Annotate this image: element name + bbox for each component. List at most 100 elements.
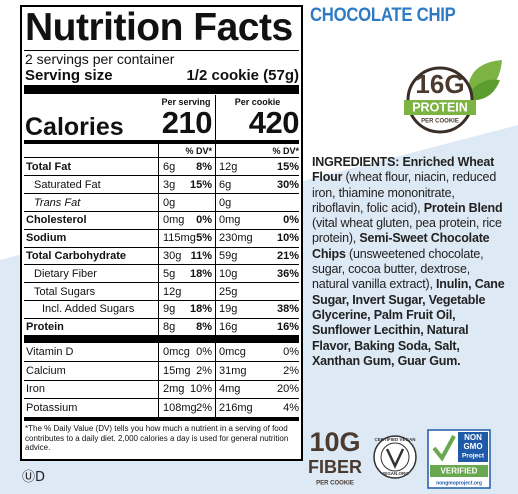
amount: 3g: [163, 178, 176, 191]
ingredient-text: (vital wheat gluten, pea protein, rice p…: [312, 216, 502, 246]
rule: [24, 140, 299, 144]
rule: [24, 210, 299, 212]
non-gmo-line: NON: [464, 433, 482, 442]
dv-header: % DV*: [272, 146, 299, 156]
ingredient-text: Protein Blend: [423, 200, 503, 215]
daily-value: 2%: [283, 364, 299, 377]
nutrient-name: Potassium: [26, 401, 78, 414]
amount: 16g: [219, 321, 238, 334]
fiber-amount: 10G: [309, 427, 360, 457]
column-divider: [215, 95, 216, 417]
amount: 8g: [163, 321, 176, 334]
amount: 115mg: [163, 232, 196, 245]
calories-value: 210: [161, 105, 213, 140]
rule: [24, 50, 299, 51]
amount: 5g: [163, 267, 176, 280]
daily-value: 2%: [196, 364, 212, 377]
serving-size: 1/2 cookie (57g): [186, 67, 299, 84]
non-gmo-line: GMO: [463, 442, 482, 451]
daily-value: 10%: [276, 232, 299, 245]
ingredient-text: (unsweetened chocolate, sugar, cocoa but…: [312, 246, 484, 292]
calories-value: 420: [248, 105, 300, 140]
daily-value: 21%: [276, 250, 299, 262]
rule: [24, 264, 299, 266]
non-gmo-verified: VERIFIED: [441, 467, 478, 476]
amount: 12g: [219, 161, 238, 173]
daily-value: 0%: [283, 214, 299, 227]
daily-value: 4%: [283, 401, 299, 414]
rule: [24, 282, 299, 283]
rule: [24, 317, 299, 319]
rule: [24, 85, 299, 94]
daily-value: 30%: [276, 178, 299, 191]
amount: 25g: [219, 285, 238, 298]
amount: 0mcg: [163, 346, 190, 358]
daily-value: 8%: [196, 161, 212, 173]
daily-value: 0%: [196, 214, 212, 227]
non-gmo-band: [430, 465, 488, 477]
nutrient-name: Total Fat: [26, 161, 72, 173]
product-name: CHOCOLATE CHIP: [310, 5, 456, 26]
ingredient-text: (wheat flour, niacin, reduced iron, thia…: [312, 170, 497, 215]
rule: [24, 398, 299, 399]
leaf: [468, 60, 502, 93]
fiber-label: FIBER: [308, 457, 362, 477]
non-gmo-url: nongmoproject.org: [436, 480, 482, 486]
nutrient-name: Cholesterol: [26, 214, 87, 227]
protein-band: [404, 100, 476, 115]
nutrient-name: Calcium: [26, 364, 66, 377]
daily-value: 20%: [276, 383, 299, 395]
nutrient-name: Iron: [26, 383, 45, 395]
daily-value: 10%: [189, 383, 212, 395]
ingredients: INGREDIENTS: Enriched Wheat Flour (wheat…: [312, 155, 508, 369]
nutrient-name: Incl. Added Sugars: [42, 303, 135, 316]
protein-unit: PER COOKIE: [421, 119, 459, 125]
amount: 0mg: [163, 214, 185, 227]
daily-value: 18%: [189, 303, 212, 316]
amount: 10g: [219, 267, 238, 280]
amount: 108mg: [163, 401, 197, 414]
rule: [24, 361, 299, 362]
nutrient-name: Sodium: [26, 232, 67, 245]
amount: 15mg: [163, 364, 191, 377]
daily-value: 18%: [189, 267, 212, 280]
nutrient-name: Total Sugars: [34, 285, 96, 298]
amount: 0mg: [219, 214, 241, 227]
daily-value: 0%: [283, 346, 299, 358]
vegan-inner-ring: [380, 442, 410, 472]
protein-label: PROTEIN: [412, 100, 468, 114]
rule: [24, 175, 299, 177]
vegan-top: CERTIFIED VEGAN: [374, 437, 415, 442]
ingredient-text: Inulin, Cane Sugar, Invert Sugar, Vegeta…: [312, 277, 505, 368]
daily-value: 36%: [276, 267, 299, 280]
amount: 0g: [163, 196, 176, 209]
rule: [24, 379, 299, 381]
ingredient-text: Semi-Sweet Chocolate Chips: [312, 231, 490, 261]
label-box: [20, 5, 303, 461]
vegan-bottom: VEGAN.ORG: [381, 471, 409, 476]
rule: [24, 335, 299, 343]
leaf: [466, 79, 500, 101]
amount: 19g: [219, 303, 238, 316]
daily-value: 8%: [196, 321, 212, 334]
nutrient-name: Saturated Fat: [34, 178, 101, 191]
rule: [24, 157, 299, 158]
amount: 31mg: [219, 364, 247, 377]
rule: [24, 246, 299, 248]
amount: 0g: [219, 196, 232, 209]
label-title: Nutrition Facts: [25, 6, 293, 49]
daily-value: 38%: [276, 303, 299, 316]
vegan-ring: [373, 435, 417, 479]
rule: [24, 299, 299, 301]
nutrient-name: Trans Fat: [34, 196, 81, 209]
footnote: *The % Daily Value (DV) tells you how mu…: [25, 424, 289, 452]
amount: 9g: [163, 303, 176, 316]
nutrient-name: Total Carbohydrate: [26, 250, 127, 262]
amount: 2mg: [163, 383, 185, 395]
amount: 6g: [219, 178, 232, 191]
rule: [24, 193, 299, 194]
rule: [24, 228, 299, 230]
daily-value: 15%: [189, 178, 212, 191]
